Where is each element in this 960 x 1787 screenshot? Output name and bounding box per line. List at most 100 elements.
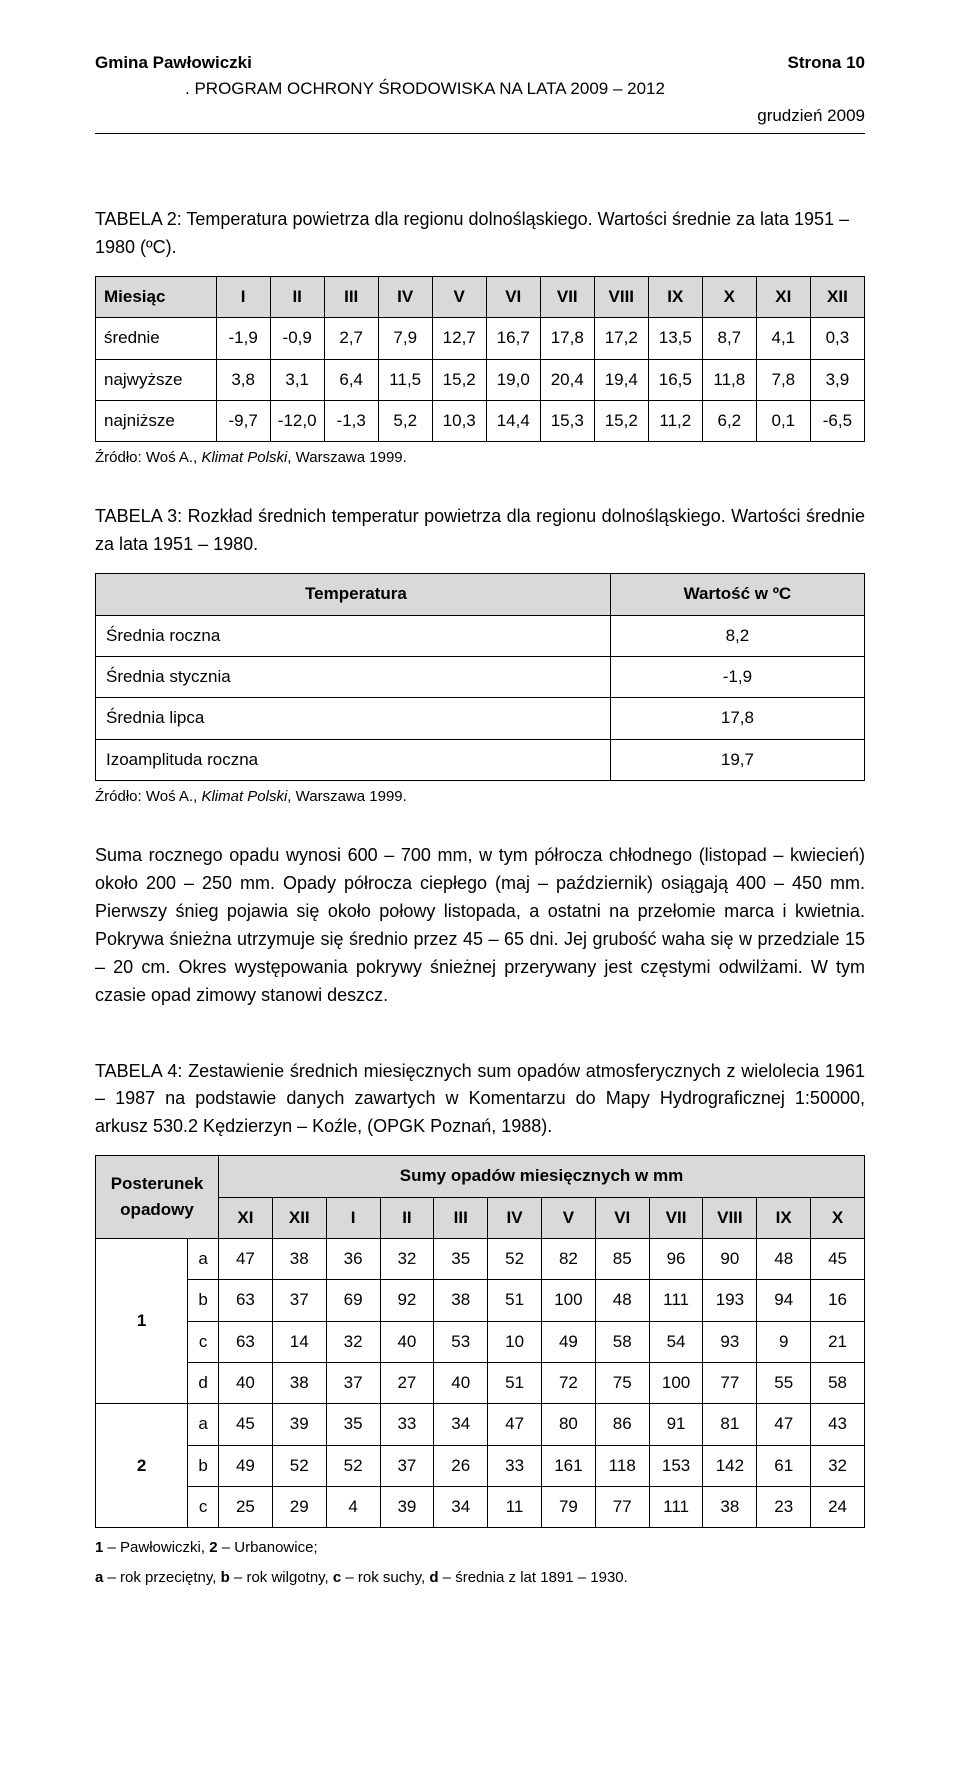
header-program: . PROGRAM OCHRONY ŚRODOWISKA NA LATA 200… bbox=[185, 76, 865, 102]
table4-caption: TABELA 4: Zestawienie średnich miesięczn… bbox=[95, 1058, 865, 1142]
table4-month-head: V bbox=[541, 1197, 595, 1238]
table-cell: 161 bbox=[541, 1445, 595, 1486]
table-cell: 93 bbox=[703, 1321, 757, 1362]
table-cell: 40 bbox=[434, 1362, 488, 1403]
table4-month-head: III bbox=[434, 1197, 488, 1238]
table-cell: 39 bbox=[272, 1404, 326, 1445]
header-row: Gmina Pawłowiczki Strona 10 bbox=[95, 50, 865, 76]
table-cell: 0,3 bbox=[810, 318, 864, 359]
footnote-bold: 2 bbox=[209, 1539, 217, 1556]
table2: Miesiąc I II III IV V VI VII VIII IX X X… bbox=[95, 276, 865, 442]
table-cell: 15,2 bbox=[432, 359, 486, 400]
footnote-bold: c bbox=[333, 1569, 341, 1586]
table-cell: 48 bbox=[757, 1238, 811, 1279]
table-cell: 11 bbox=[488, 1486, 542, 1527]
table3: Temperatura Wartość w ºC Średnia roczna8… bbox=[95, 573, 865, 781]
table-row: najwyższe3,83,16,411,515,219,020,419,416… bbox=[96, 359, 865, 400]
table4-month-head: I bbox=[326, 1197, 380, 1238]
table-cell: 5,2 bbox=[378, 400, 432, 441]
table4-footnote1: 1 – Pawłowiczki, 2 – Urbanowice; bbox=[95, 1536, 865, 1559]
table-cell: 21 bbox=[811, 1321, 865, 1362]
table-cell: 27 bbox=[380, 1362, 434, 1403]
table-cell: -6,5 bbox=[810, 400, 864, 441]
table2-head-cell: IX bbox=[648, 276, 702, 317]
table-row: Izoamplituda roczna19,7 bbox=[96, 739, 865, 780]
table-cell: 26 bbox=[434, 1445, 488, 1486]
table-cell: 69 bbox=[326, 1280, 380, 1321]
source-italic: Klimat Polski bbox=[201, 449, 287, 466]
table-cell: 85 bbox=[595, 1238, 649, 1279]
table-cell: 17,8 bbox=[540, 318, 594, 359]
table-cell: 82 bbox=[541, 1238, 595, 1279]
table-cell: 15,2 bbox=[594, 400, 648, 441]
source-italic: Klimat Polski bbox=[201, 788, 287, 805]
table-cell: 53 bbox=[434, 1321, 488, 1362]
table-cell: 14,4 bbox=[486, 400, 540, 441]
table4-group-label: 1 bbox=[96, 1238, 188, 1403]
table-cell: 75 bbox=[595, 1362, 649, 1403]
table-cell: 7,9 bbox=[378, 318, 432, 359]
table-cell: 37 bbox=[326, 1362, 380, 1403]
table4-head-left: Posterunek opadowy bbox=[96, 1156, 219, 1239]
table2-head-cell: VIII bbox=[594, 276, 648, 317]
body-paragraph: Suma rocznego opadu wynosi 600 – 700 mm,… bbox=[95, 842, 865, 1009]
table-cell: 52 bbox=[326, 1445, 380, 1486]
table-cell: 17,8 bbox=[610, 698, 864, 739]
table-cell: 11,8 bbox=[702, 359, 756, 400]
table-cell: 10 bbox=[488, 1321, 542, 1362]
table-cell: 51 bbox=[488, 1362, 542, 1403]
table-cell: 13,5 bbox=[648, 318, 702, 359]
table-row: Średnia lipca17,8 bbox=[96, 698, 865, 739]
table-cell: 7,8 bbox=[756, 359, 810, 400]
header-rule bbox=[95, 133, 865, 134]
page: Gmina Pawłowiczki Strona 10 . PROGRAM OC… bbox=[0, 0, 960, 1787]
table4-group-label: 2 bbox=[96, 1404, 188, 1528]
table4-head-row1: Posterunek opadowy Sumy opadów miesięczn… bbox=[96, 1156, 865, 1197]
table2-head-cell: V bbox=[432, 276, 486, 317]
table-cell: średnie bbox=[96, 318, 217, 359]
table-cell: najniższe bbox=[96, 400, 217, 441]
table-cell: 3,9 bbox=[810, 359, 864, 400]
table-cell: 35 bbox=[326, 1404, 380, 1445]
table3-head-cell: Temperatura bbox=[96, 574, 611, 615]
table-cell: b bbox=[188, 1280, 219, 1321]
table-row: b633769923851100481111939416 bbox=[96, 1280, 865, 1321]
table-cell: 49 bbox=[219, 1445, 273, 1486]
table-cell: 17,2 bbox=[594, 318, 648, 359]
header-date: grudzień 2009 bbox=[95, 103, 865, 129]
table2-head-cell: II bbox=[270, 276, 324, 317]
table-cell: 72 bbox=[541, 1362, 595, 1403]
table-cell: 54 bbox=[649, 1321, 703, 1362]
table-row: c63143240531049585493921 bbox=[96, 1321, 865, 1362]
table-cell: -1,9 bbox=[216, 318, 270, 359]
table-cell: -1,3 bbox=[324, 400, 378, 441]
table-cell: 61 bbox=[757, 1445, 811, 1486]
footnote-text: – rok suchy, bbox=[341, 1569, 429, 1586]
table-cell: Średnia roczna bbox=[96, 615, 611, 656]
table-cell: 25 bbox=[219, 1486, 273, 1527]
table-cell: 77 bbox=[703, 1362, 757, 1403]
table-cell: 58 bbox=[811, 1362, 865, 1403]
table2-source: Źródło: Woś A., Klimat Polski, Warszawa … bbox=[95, 446, 865, 469]
table4-month-head: VII bbox=[649, 1197, 703, 1238]
table-cell: 86 bbox=[595, 1404, 649, 1445]
table4-month-head: VI bbox=[595, 1197, 649, 1238]
table-cell: Średnia lipca bbox=[96, 698, 611, 739]
footnote-text: – Urbanowice; bbox=[218, 1539, 318, 1556]
table-cell: 12,7 bbox=[432, 318, 486, 359]
table-cell: 19,0 bbox=[486, 359, 540, 400]
table-cell: 34 bbox=[434, 1404, 488, 1445]
table2-head-cell: XI bbox=[756, 276, 810, 317]
table-cell: 8,2 bbox=[610, 615, 864, 656]
table-cell: 11,5 bbox=[378, 359, 432, 400]
table-cell: 81 bbox=[703, 1404, 757, 1445]
table4-month-head: X bbox=[811, 1197, 865, 1238]
header-program-text: PROGRAM OCHRONY ŚRODOWISKA NA LATA 2009 … bbox=[194, 79, 665, 98]
table-cell: 47 bbox=[219, 1238, 273, 1279]
table-cell: 38 bbox=[703, 1486, 757, 1527]
table-cell: Izoamplituda roczna bbox=[96, 739, 611, 780]
table-cell: c bbox=[188, 1486, 219, 1527]
table-cell: 32 bbox=[326, 1321, 380, 1362]
table-cell: 24 bbox=[811, 1486, 865, 1527]
table2-head-row: Miesiąc I II III IV V VI VII VIII IX X X… bbox=[96, 276, 865, 317]
